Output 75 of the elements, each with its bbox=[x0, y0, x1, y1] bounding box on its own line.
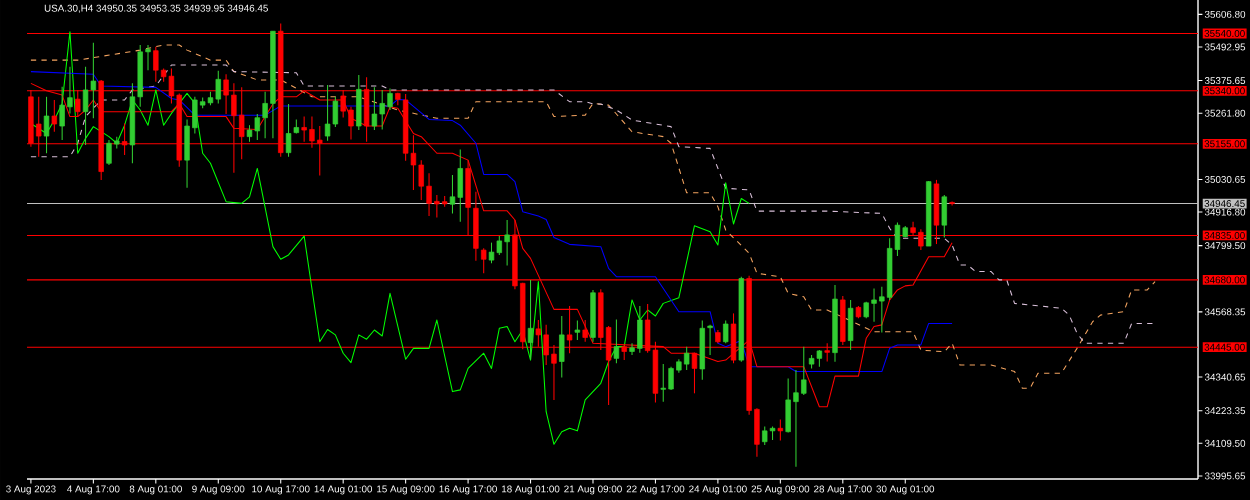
y-tick-label: 34568.35 bbox=[1204, 308, 1246, 316]
candlestick bbox=[153, 46, 159, 83]
candlestick bbox=[285, 103, 292, 158]
candlestick bbox=[683, 346, 690, 371]
candlestick bbox=[481, 247, 487, 274]
candlestick bbox=[67, 66, 73, 114]
x-tick-label: 15 Aug 09:00 bbox=[377, 485, 435, 495]
ref-line-label: 35155.00 bbox=[1204, 140, 1245, 148]
candlestick bbox=[707, 324, 713, 356]
candlestick bbox=[527, 279, 534, 360]
x-tick-label: 18 Aug 01:00 bbox=[502, 485, 560, 495]
candlestick bbox=[629, 342, 635, 356]
candlestick bbox=[387, 87, 393, 111]
y-tick-label: 35492.95 bbox=[1204, 43, 1246, 51]
x-tick-label: 24 Aug 01:00 bbox=[689, 485, 747, 495]
ref-line-label: 34835.00 bbox=[1204, 232, 1245, 239]
candlestick bbox=[43, 96, 50, 154]
candlestick bbox=[59, 86, 65, 141]
candlestick bbox=[777, 418, 784, 442]
ref-line-label: 35340.00 bbox=[1204, 87, 1245, 95]
candlestick bbox=[574, 320, 581, 341]
y-tick-label: 35606.80 bbox=[1204, 10, 1246, 18]
candlestick bbox=[426, 172, 432, 217]
candlestick bbox=[254, 113, 260, 141]
candlestick bbox=[613, 318, 620, 364]
y-tick-label: 33995.65 bbox=[1204, 472, 1246, 480]
candlestick bbox=[660, 363, 666, 403]
ref-line-label: 35540.00 bbox=[1204, 30, 1245, 37]
candlestick bbox=[215, 70, 221, 104]
candlestick bbox=[871, 287, 877, 323]
candlestick bbox=[348, 106, 354, 141]
candlestick bbox=[51, 99, 58, 133]
ref-line-label: 34445.00 bbox=[1204, 343, 1245, 351]
y-tick-label: 34223.35 bbox=[1204, 407, 1246, 415]
candlestick bbox=[379, 89, 385, 131]
x-tick-label: 9 Aug 09:00 bbox=[192, 485, 245, 495]
candlestick bbox=[801, 346, 807, 396]
candlestick bbox=[434, 194, 440, 218]
x-tick-label: 8 Aug 01:00 bbox=[129, 485, 182, 495]
x-tick-label: 21 Aug 09:00 bbox=[564, 485, 622, 495]
x-tick-label: 28 Aug 17:00 bbox=[814, 485, 872, 495]
candlestick bbox=[488, 242, 495, 264]
ref-line-label: 34680.00 bbox=[1204, 276, 1245, 284]
x-tick-label: 16 Aug 17:00 bbox=[439, 485, 497, 495]
candlestick bbox=[145, 44, 151, 71]
x-tick-label: 4 Aug 17:00 bbox=[67, 485, 120, 495]
y-tick-label: 34916.80 bbox=[1204, 208, 1246, 216]
candlestick bbox=[496, 235, 502, 256]
y-tick-label: 34340.65 bbox=[1204, 373, 1246, 381]
candlestick bbox=[762, 426, 768, 446]
candlestick bbox=[879, 286, 885, 334]
candlestick bbox=[668, 366, 674, 391]
candlestick bbox=[371, 86, 378, 131]
candlestick bbox=[504, 219, 510, 267]
candlestick bbox=[723, 320, 729, 344]
candlestick bbox=[793, 369, 799, 468]
candlestick bbox=[106, 139, 112, 166]
candlestick bbox=[449, 174, 456, 214]
y-tick-label: 35261.80 bbox=[1204, 109, 1246, 117]
x-tick-label: 10 Aug 17:00 bbox=[252, 485, 310, 495]
candlestick bbox=[582, 319, 588, 343]
x-tick-label: 14 Aug 01:00 bbox=[314, 485, 373, 495]
candlestick bbox=[262, 91, 268, 139]
candlestick bbox=[691, 352, 698, 394]
x-tick-label: 30 Aug 01:00 bbox=[876, 485, 935, 495]
x-tick-label: 3 Aug 2023 bbox=[6, 485, 56, 495]
y-tick-label: 34799.50 bbox=[1204, 242, 1246, 250]
candlestick bbox=[418, 159, 424, 201]
x-tick-label: 22 Aug 17:00 bbox=[626, 485, 685, 495]
ref-line-label: 34946.45 bbox=[1204, 200, 1245, 208]
y-tick-label: 35030.65 bbox=[1204, 175, 1246, 183]
y-tick-label: 35375.65 bbox=[1204, 77, 1246, 85]
chart-title: USA.30,H4 34950.35 34953.35 34939.95 34946.45 bbox=[44, 4, 268, 13]
x-tick-label: 25 Aug 09:00 bbox=[751, 485, 810, 495]
y-tick-label: 34109.50 bbox=[1204, 439, 1246, 447]
